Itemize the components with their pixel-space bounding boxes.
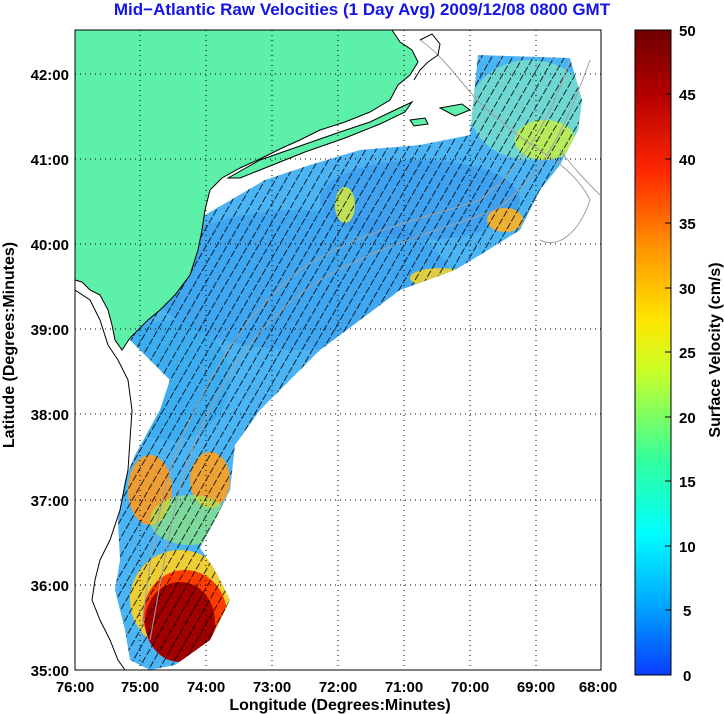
colorbar-tick-label: 0 [683,668,691,685]
y-tick-label: 36:00 [31,578,69,595]
x-tick-label: 74:00 [187,679,225,696]
y-axis-label: Latitude (Degrees:Minutes) [1,242,18,448]
x-tick-label: 70:00 [451,679,489,696]
map-title: Mid−Atlantic Raw Velocities (1 Day Avg) … [113,0,611,19]
cape-cod [413,33,441,81]
colorbar-tick-labels: 50 45 40 35 30 25 20 15 10 5 0 [679,23,696,685]
colorbar-ticks [665,93,671,611]
x-tick-label: 76:00 [56,679,94,696]
y-tick-label: 39:00 [31,322,69,339]
x-tick-label: 68:00 [579,679,617,696]
colorbar-tick-label: 50 [679,23,696,40]
y-tick-labels: 42:00 41:00 40:00 39:00 38:00 37:00 36:0… [31,67,69,680]
colorbar-tick-label: 40 [679,152,696,169]
colorbar-tick-label: 15 [679,474,696,491]
x-tick-labels: 76:00 75:00 74:00 73:00 72:00 71:00 70:0… [56,679,617,696]
colorbar-tick-label: 5 [683,603,691,620]
delmarva-coast [75,289,133,670]
colorbar-tick-label: 45 [679,87,696,104]
y-tick-label: 37:00 [31,493,69,510]
land-mass [75,30,419,351]
x-tick-label: 69:00 [517,679,555,696]
x-tick-label: 71:00 [385,679,423,696]
y-tick-label: 38:00 [31,407,69,424]
y-tick-label: 42:00 [31,67,69,84]
x-tick-label: 73:00 [253,679,291,696]
colorbar-tick-label: 10 [679,539,696,556]
y-tick-label: 41:00 [31,152,69,169]
graticule [75,30,601,670]
colorbar-tick-label: 30 [679,281,696,298]
colorbar-label: Surface Velocity (cm/s) [707,262,724,437]
plot-border [74,29,602,671]
colorbar-tick-label: 20 [679,410,696,427]
colorbar-tick-label: 35 [679,216,696,233]
long-island [226,100,414,179]
bathymetry-contours [139,39,601,641]
colorbar-tick-label: 25 [679,345,696,362]
x-tick-label: 75:00 [121,679,159,696]
y-tick-label: 35:00 [31,663,69,680]
x-axis-label: Longitude (Degrees:Minutes) [229,697,450,714]
y-tick-label: 40:00 [31,237,69,254]
x-tick-label: 72:00 [319,679,357,696]
